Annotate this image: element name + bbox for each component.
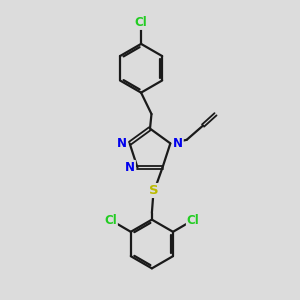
- Text: Cl: Cl: [104, 214, 117, 227]
- Text: Cl: Cl: [135, 16, 148, 29]
- Text: Cl: Cl: [187, 214, 200, 227]
- Text: S: S: [149, 184, 159, 197]
- Text: N: N: [117, 137, 127, 150]
- Text: N: N: [173, 137, 183, 150]
- Text: N: N: [125, 161, 135, 174]
